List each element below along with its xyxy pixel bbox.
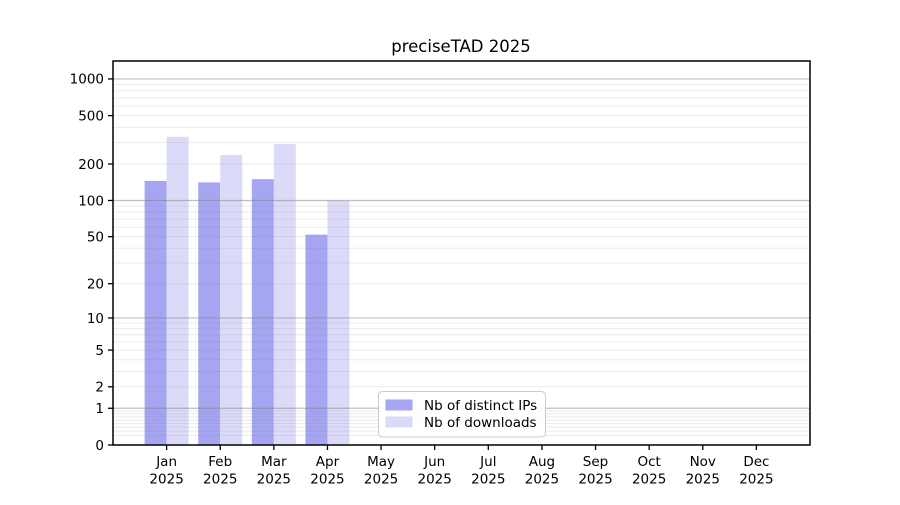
x-axis: Jan 2025 Feb 2025 Mar 2025 Apr 2025 May 2025 Jun 20… (149, 445, 774, 488)
bar-downloads-feb (220, 155, 243, 445)
legend-box (378, 391, 546, 438)
bar-distinct-ips-jan (144, 180, 167, 445)
y-tick-label: 500 (78, 108, 104, 124)
x-tick-label-year: 2025 (632, 472, 666, 488)
legend-label-distinct-ips: Nb of distinct IPs (424, 398, 537, 414)
x-tick-label-month: Sep (583, 454, 608, 470)
x-tick-label-year: 2025 (578, 472, 612, 488)
x-tick-label-year: 2025 (203, 472, 237, 488)
x-tick-label-month: Aug (529, 454, 555, 470)
legend-label-downloads: Nb of downloads (424, 415, 537, 431)
x-tick-label-year: 2025 (471, 472, 505, 488)
y-tick-label: 1 (95, 401, 104, 417)
bar-downloads-mar (273, 144, 296, 445)
x-tick-label-month: Apr (316, 454, 340, 470)
y-tick-label: 100 (78, 193, 104, 209)
legend-swatch-downloads (385, 416, 413, 428)
x-tick-label-year: 2025 (739, 472, 773, 488)
x-tick-label-month: Jan (155, 454, 177, 470)
x-tick-label-month: Nov (690, 454, 716, 470)
legend: Nb of distinct IPs Nb of downloads (378, 391, 546, 438)
y-tick-label: 50 (87, 229, 104, 245)
x-tick-label-month: Jun (423, 454, 445, 470)
bar-downloads-jan (166, 136, 189, 445)
x-tick-label-year: 2025 (525, 472, 559, 488)
x-tick-label-month: Dec (743, 454, 769, 470)
bar-distinct-ips-apr (305, 234, 328, 445)
y-tick-label: 20 (87, 276, 104, 292)
x-tick-label-year: 2025 (418, 472, 452, 488)
bar-distinct-ips-mar (251, 179, 274, 446)
x-tick-label-month: Mar (261, 454, 287, 470)
y-tick-label: 5 (95, 343, 104, 359)
y-tick-label: 1000 (70, 72, 104, 88)
chart-title: preciseTAD 2025 (391, 37, 530, 56)
legend-swatch-distinct-ips (385, 399, 413, 411)
x-tick-label-month: Feb (208, 454, 232, 470)
x-tick-label-year: 2025 (149, 472, 183, 488)
y-tick-label: 2 (95, 380, 104, 396)
x-tick-label-month: May (367, 454, 395, 470)
x-tick-label-month: Jul (479, 454, 496, 470)
x-tick-label-month: Oct (637, 454, 660, 470)
x-tick-label-year: 2025 (686, 472, 720, 488)
bar-downloads-apr (327, 200, 350, 445)
plot-border (112, 60, 811, 446)
x-tick-label-year: 2025 (310, 472, 344, 488)
y-tick-label: 10 (87, 311, 104, 327)
bars-group (144, 136, 350, 446)
y-tick-label: 0 (95, 438, 104, 454)
x-tick-label-year: 2025 (364, 472, 398, 488)
y-tick-label: 200 (78, 157, 104, 173)
bar-distinct-ips-feb (198, 182, 221, 445)
x-tick-label-year: 2025 (257, 472, 291, 488)
